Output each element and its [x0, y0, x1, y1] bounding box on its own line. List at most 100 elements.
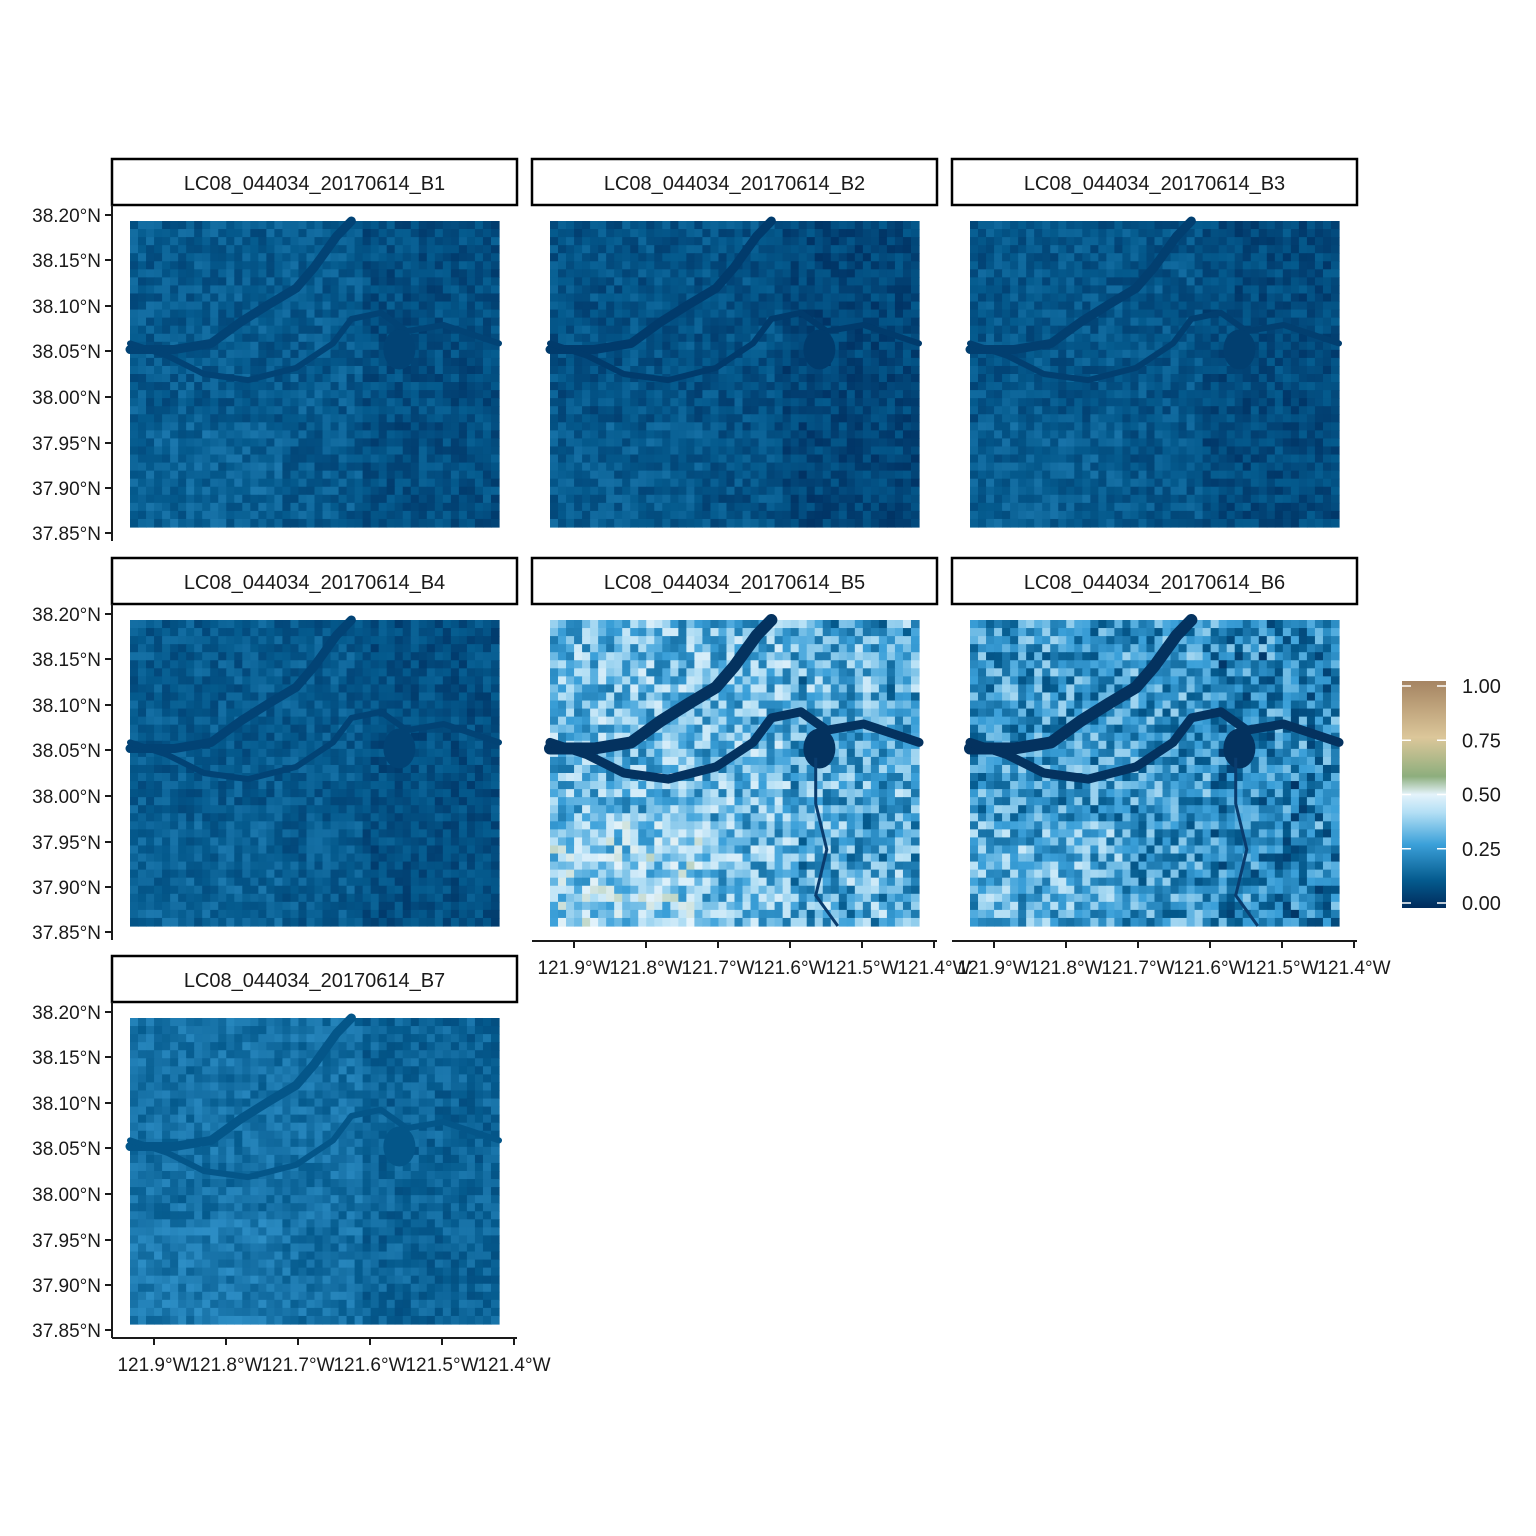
x-tick-label: 121.4°W	[477, 1355, 550, 1376]
facet-panel-B5: LC08_044034_20170614_B5	[530, 556, 939, 927]
y-tick-label: 38.05°N	[32, 342, 101, 363]
lake	[383, 1126, 416, 1167]
y-tick-label: 38.00°N	[32, 787, 101, 808]
x-axis-b6: 121.9°W121.8°W121.7°W121.6°W121.5°W121.4…	[952, 940, 1391, 979]
lake	[383, 728, 416, 769]
lake	[803, 728, 836, 769]
facet-title: LC08_044034_20170614_B4	[184, 572, 445, 594]
legend-label: 0.50	[1462, 785, 1501, 807]
facet-title: LC08_044034_20170614_B2	[604, 173, 865, 195]
river	[964, 614, 1198, 755]
facet-strip-box	[110, 157, 519, 207]
facet-strip-box	[530, 157, 939, 207]
facet-strip-box	[950, 556, 1359, 606]
facet-strip: LC08_044034_20170614_B5	[530, 556, 939, 606]
y-tick-label: 38.10°N	[32, 696, 101, 717]
river-channel	[965, 707, 1344, 784]
x-tick-label: 121.7°W	[681, 958, 754, 979]
x-tick-label: 121.9°W	[537, 958, 610, 979]
y-tick-label: 38.15°N	[32, 251, 101, 272]
facet-strip: LC08_044034_20170614_B2	[530, 157, 939, 207]
facet-strip-box	[950, 157, 1359, 207]
x-tick-label: 121.8°W	[189, 1355, 262, 1376]
raster-image	[964, 614, 1344, 927]
x-tick-label: 121.5°W	[825, 958, 898, 979]
x-tick-label: 121.4°W	[1317, 958, 1390, 979]
facet-strip-box	[110, 556, 519, 606]
legend-label: 0.00	[1462, 893, 1501, 915]
facet-panel-B1: LC08_044034_20170614_B138.20°N38.15°N38.…	[32, 157, 519, 545]
x-axis-b7: 121.9°W121.8°W121.7°W121.6°W121.5°W121.4…	[112, 1337, 551, 1376]
canal	[814, 757, 840, 927]
river	[965, 216, 1196, 354]
river	[125, 216, 356, 354]
x-tick-label: 121.5°W	[405, 1355, 478, 1376]
river-channel	[545, 707, 924, 784]
y-tick-label: 37.90°N	[32, 878, 101, 899]
y-tick-label: 37.95°N	[32, 1231, 101, 1252]
y-tick-label: 38.15°N	[32, 1048, 101, 1069]
x-tick-label: 121.9°W	[957, 958, 1030, 979]
facet-panel-B4: LC08_044034_20170614_B438.20°N38.15°N38.…	[32, 556, 519, 944]
river	[545, 216, 776, 354]
raster-image	[544, 614, 924, 927]
y-tick-label: 37.85°N	[32, 923, 101, 944]
y-tick-label: 37.85°N	[32, 1321, 101, 1342]
x-tick-label: 121.4°W	[897, 958, 970, 979]
raster-image	[125, 216, 502, 528]
river-channel	[127, 1106, 502, 1181]
facet-panel-B2: LC08_044034_20170614_B2	[530, 157, 939, 528]
y-tick-label: 38.10°N	[32, 297, 101, 318]
raster-image	[545, 216, 922, 528]
x-tick-label: 121.5°W	[1245, 958, 1318, 979]
raster-image	[965, 216, 1342, 528]
x-tick-label: 121.7°W	[261, 1355, 334, 1376]
raster-image	[125, 1013, 502, 1325]
legend-label: 0.25	[1462, 839, 1501, 861]
river-channel	[127, 708, 502, 783]
y-tick-label: 38.20°N	[32, 1003, 101, 1024]
river-channel	[967, 309, 1342, 384]
facet-panel-B7: LC08_044034_20170614_B7 38.20°N 38.15°N 38.…	[32, 954, 519, 1342]
canal	[1234, 757, 1260, 927]
x-axis-b5: 121.9°W121.8°W121.7°W121.6°W121.5°W121.4…	[532, 940, 971, 979]
facet-title: LC08_044034_20170614_B3	[1024, 173, 1285, 195]
facet-strip-box	[530, 556, 939, 606]
y-tick-label: 37.95°N	[32, 833, 101, 854]
facet-title: LC08_044034_20170614_B5	[604, 572, 865, 594]
facet-strip-box	[110, 954, 519, 1004]
river-channel	[127, 309, 502, 384]
lake	[1223, 728, 1256, 769]
facet-strip: LC08_044034_20170614_B1	[110, 157, 519, 207]
facet-strip: LC08_044034_20170614_B3	[950, 157, 1359, 207]
y-tick-label: 38.05°N	[32, 741, 101, 762]
y-tick-label: 38.10°N	[32, 1094, 101, 1115]
river	[544, 614, 778, 755]
y-tick-label: 37.90°N	[32, 479, 101, 500]
y-tick-label: 38.20°N	[32, 605, 101, 626]
river	[125, 615, 356, 753]
x-tick-label: 121.6°W	[1173, 958, 1246, 979]
lake	[1223, 329, 1256, 370]
lake	[383, 329, 416, 370]
y-axis: 38.20°N 38.15°N 38.10°N 38.05°N 38.00°N 37.95…	[32, 1002, 113, 1342]
legend-label: 0.75	[1462, 730, 1501, 752]
y-tick-label: 38.15°N	[32, 650, 101, 671]
facet-strip: LC08_044034_20170614_B7	[110, 954, 519, 1004]
y-axis: 38.20°N 38.15°N 38.10°N 38.05°N 38.00°N 37.95…	[32, 604, 113, 944]
facet-title: LC08_044034_20170614_B1	[184, 173, 445, 195]
facet-title: LC08_044034_20170614_B7	[184, 970, 445, 992]
y-tick-label: 37.85°N	[32, 524, 101, 545]
facet-strip: LC08_044034_20170614_B6	[950, 556, 1359, 606]
x-tick-label: 121.8°W	[609, 958, 682, 979]
y-axis: 38.20°N 38.15°N 38.10°N 38.05°N 38.00°N 37.95…	[32, 205, 113, 545]
x-tick-label: 121.7°W	[1101, 958, 1174, 979]
facet-panel-B6: LC08_044034_20170614_B6	[950, 556, 1359, 927]
y-tick-label: 38.00°N	[32, 388, 101, 409]
y-tick-label: 38.05°N	[32, 1139, 101, 1160]
x-tick-label: 121.9°W	[117, 1355, 190, 1376]
x-tick-label: 121.8°W	[1029, 958, 1102, 979]
facet-title: LC08_044034_20170614_B6	[1024, 572, 1285, 594]
